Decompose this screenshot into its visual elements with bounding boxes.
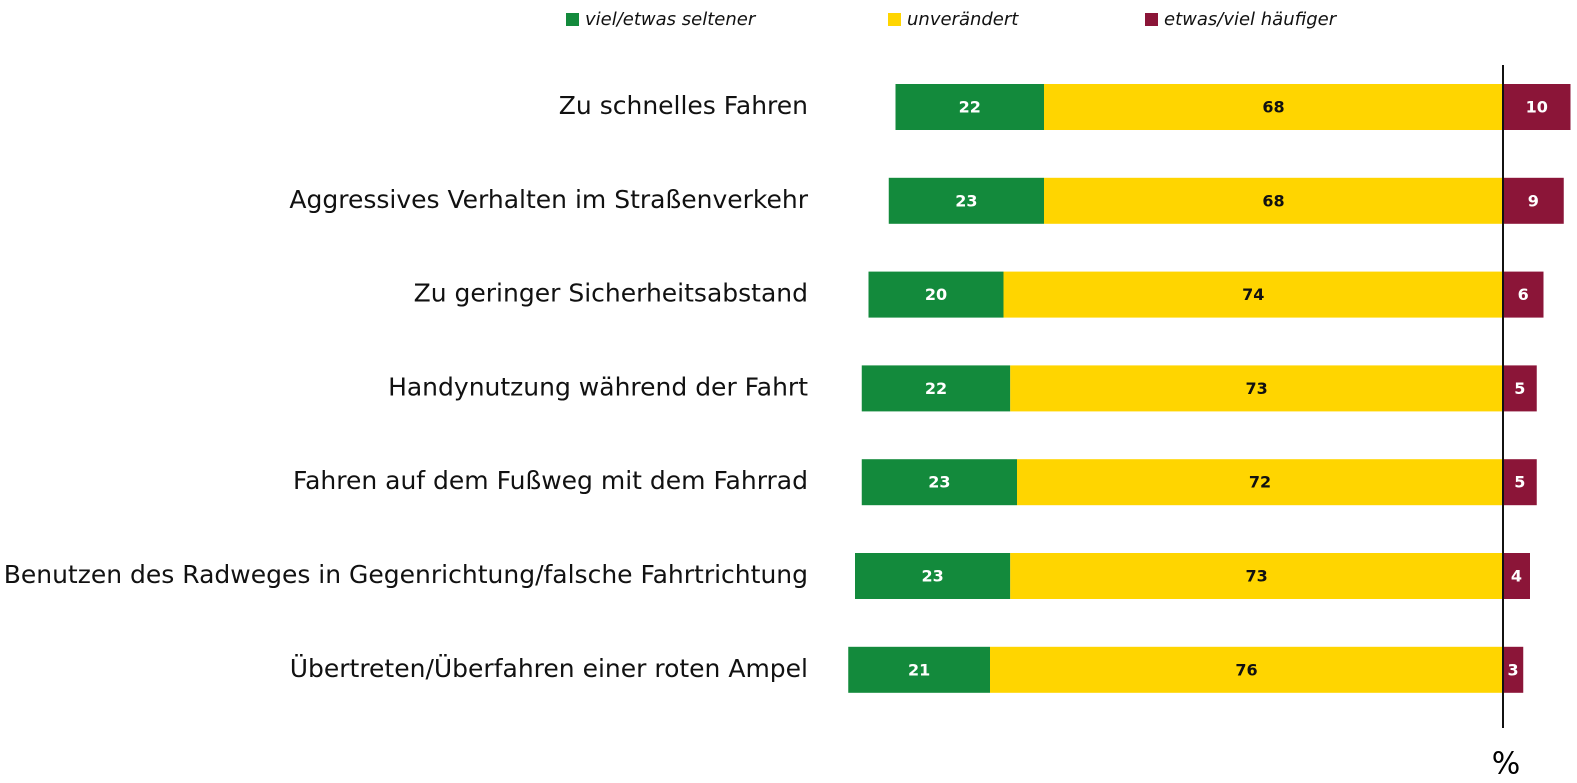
- bar-segment: [855, 553, 1011, 599]
- value-label: 22: [959, 98, 981, 117]
- legend-swatch: [888, 13, 901, 26]
- bar-segment: [1503, 553, 1530, 599]
- legend-label: etwas/viel häufiger: [1164, 9, 1338, 30]
- value-label: 6: [1518, 285, 1529, 304]
- bar-segment: [848, 646, 990, 693]
- bar-segment: [1503, 177, 1564, 224]
- value-label: 68: [1262, 98, 1284, 117]
- legend-swatch: [566, 13, 579, 26]
- bar-segment: [1503, 459, 1537, 506]
- bar-segment: [1044, 177, 1503, 224]
- category-label: Aggressives Verhalten im Straßenverkehr: [289, 185, 808, 214]
- bar-segment: [868, 271, 1004, 318]
- value-label: 73: [1245, 567, 1267, 586]
- bar-segment: [1503, 365, 1537, 412]
- category-label: Zu geringer Sicherheitsabstand: [414, 279, 808, 308]
- value-label: 21: [908, 660, 930, 679]
- bar-segment: [1044, 84, 1503, 130]
- value-label: 5: [1514, 379, 1525, 398]
- value-label: 73: [1245, 379, 1267, 398]
- bar-segment: [1503, 646, 1524, 693]
- value-label: 20: [925, 285, 947, 304]
- legend-label: unverändert: [907, 9, 1019, 30]
- legend-swatch: [1145, 13, 1158, 26]
- value-label: 74: [1242, 285, 1264, 304]
- legend-label: viel/etwas seltener: [585, 9, 757, 30]
- value-label: 23: [955, 191, 977, 210]
- value-label: 22: [925, 379, 947, 398]
- bar-segment: [861, 459, 1017, 506]
- bar-segment: [888, 177, 1044, 224]
- category-label: Übertreten/Überfahren einer roten Ampel: [290, 654, 808, 683]
- value-label: 68: [1262, 191, 1284, 210]
- value-label: 4: [1511, 567, 1522, 586]
- bar-segment: [1010, 365, 1503, 412]
- value-label: 76: [1235, 660, 1257, 679]
- value-label: 9: [1528, 191, 1539, 210]
- value-label: 10: [1526, 98, 1548, 117]
- bar-segment: [1503, 84, 1571, 130]
- value-label: 23: [928, 473, 950, 492]
- value-label: 3: [1508, 660, 1519, 679]
- x-axis-label: %: [1492, 747, 1521, 782]
- bar-segment: [861, 365, 1011, 412]
- category-label: Fahren auf dem Fußweg mit dem Fahrrad: [293, 466, 808, 495]
- category-label: Handynutzung während der Fahrt: [388, 372, 808, 401]
- category-label: Zu schnelles Fahren: [559, 91, 808, 120]
- category-label: Benutzen des Radweges in Gegenrichtung/f…: [4, 560, 808, 589]
- bar-segment: [1503, 271, 1544, 318]
- value-label: 23: [921, 567, 943, 586]
- bar-segment: [990, 646, 1503, 693]
- bar-segment: [895, 84, 1044, 130]
- bar-segment: [1017, 459, 1503, 506]
- bar-segment: [1003, 271, 1503, 318]
- value-label: 5: [1514, 473, 1525, 492]
- bar-segment: [1010, 553, 1503, 599]
- value-label: 72: [1249, 473, 1271, 492]
